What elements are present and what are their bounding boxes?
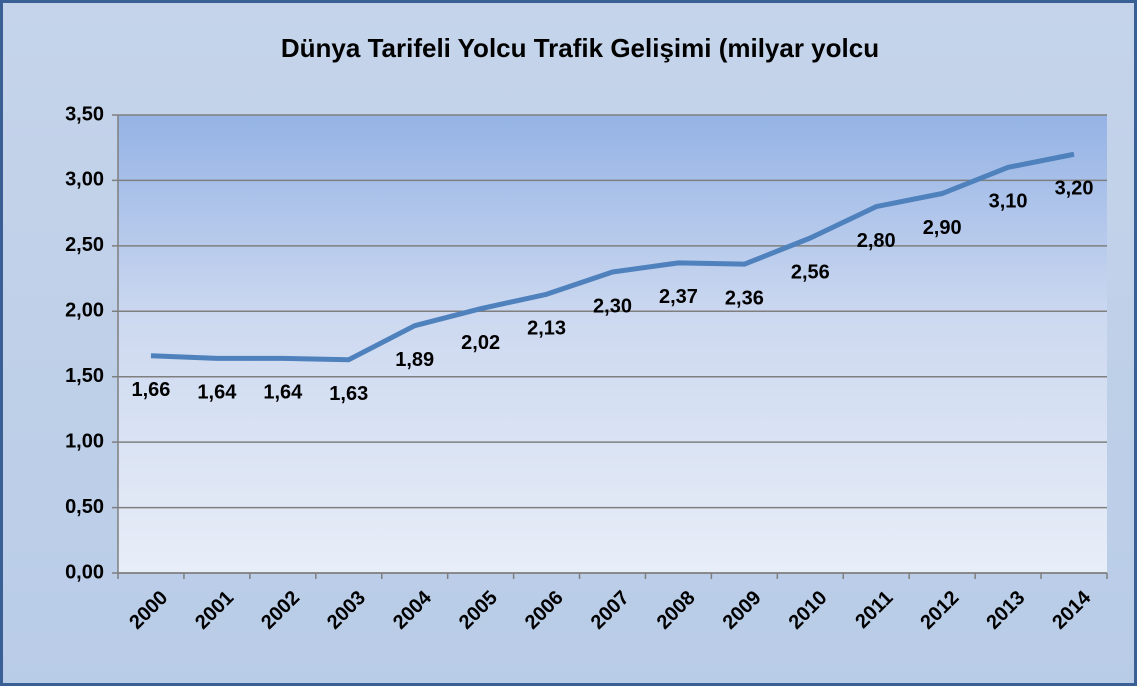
data-label: 2,30	[593, 295, 632, 317]
y-tick-label: 2,50	[65, 234, 104, 256]
y-tick-label: 1,50	[65, 365, 104, 387]
y-tick-label: 2,00	[65, 300, 104, 322]
data-label: 2,80	[857, 230, 896, 252]
data-label: 2,36	[725, 287, 764, 309]
data-label: 2,13	[527, 318, 566, 340]
data-label: 1,63	[329, 383, 368, 405]
data-label: 3,20	[1055, 178, 1094, 200]
data-label: 1,64	[263, 382, 303, 404]
y-tick-label: 3,50	[65, 103, 104, 125]
y-tick-label: 0,00	[65, 561, 104, 583]
y-tick-label: 1,00	[65, 430, 104, 452]
y-tick-label: 0,50	[65, 496, 104, 518]
data-label: 2,90	[923, 217, 962, 239]
line	[150, 151, 1075, 363]
chart-title: Dünya Tarifeli Yolcu Trafik Gelişimi (mi…	[281, 33, 879, 63]
data-label: 2,37	[659, 286, 698, 308]
data-label: 1,64	[197, 382, 237, 404]
data-label: 2,02	[461, 332, 500, 354]
data-label: 2,56	[791, 261, 830, 283]
data-label: 3,10	[989, 191, 1028, 213]
data-label: 1,66	[131, 379, 170, 401]
data-label: 1,89	[395, 349, 434, 371]
y-tick-label: 3,00	[65, 169, 104, 191]
plot-area	[118, 115, 1107, 573]
